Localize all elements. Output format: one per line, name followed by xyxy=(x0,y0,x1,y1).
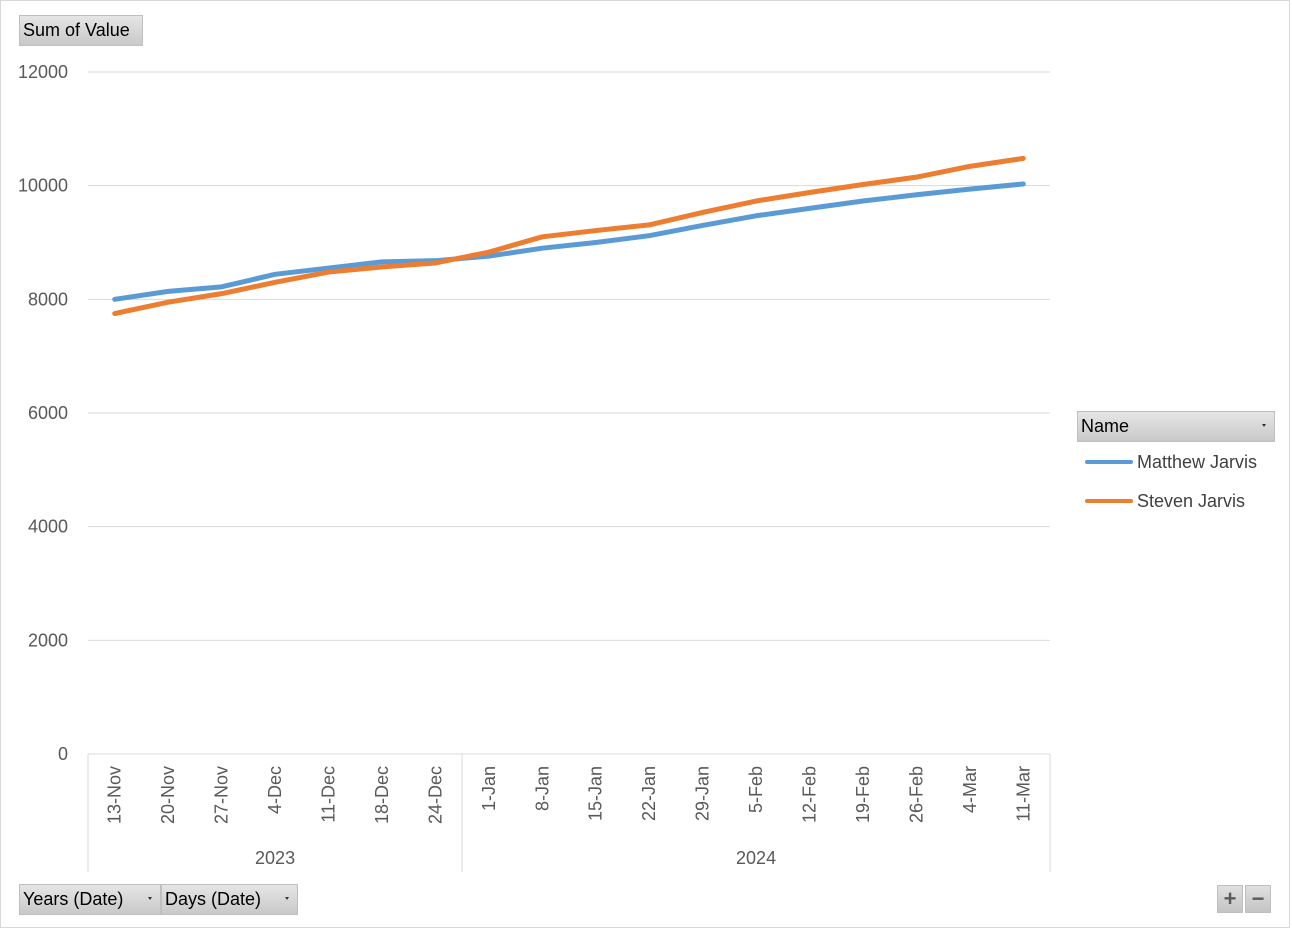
y-axis-ticks: 0 2000 4000 6000 8000 10000 12000 xyxy=(18,62,68,764)
plus-icon: + xyxy=(1223,886,1237,911)
legend-item-matthew-jarvis[interactable]: Matthew Jarvis xyxy=(1085,450,1257,474)
x-tick-label: 22-Jan xyxy=(639,766,659,821)
x-tick-label: 27-Nov xyxy=(212,766,232,824)
x-tick-label: 26-Feb xyxy=(906,766,926,823)
y-tick-label: 10000 xyxy=(18,176,68,196)
y-tick-label: 4000 xyxy=(28,517,68,537)
y-tick-label: 8000 xyxy=(28,289,68,309)
legend-swatch xyxy=(1085,499,1133,503)
x-tick-label: 11-Dec xyxy=(319,766,339,823)
legend-label: Steven Jarvis xyxy=(1137,490,1246,511)
x-tick-label: 19-Feb xyxy=(853,766,873,823)
y-tick-label: 2000 xyxy=(28,630,68,650)
dropdown-arrow-icon xyxy=(1262,424,1266,427)
legend-field-label: Name xyxy=(1081,416,1130,436)
x-tick-label: 5-Feb xyxy=(746,766,766,813)
days-date-label: Days (Date) xyxy=(165,889,262,909)
x-group-label: 2024 xyxy=(736,848,776,868)
gridlines xyxy=(88,71,1050,755)
x-tick-label: 24-Dec xyxy=(425,766,445,824)
x-tick-label: 1-Jan xyxy=(479,766,499,811)
legend-label: Matthew Jarvis xyxy=(1137,451,1258,472)
expand-field-button[interactable]: + xyxy=(1217,885,1243,913)
x-tick-label: 20-Nov xyxy=(158,766,178,824)
x-tick-label: 11-Mar xyxy=(1013,766,1033,822)
x-tick-label: 4-Mar xyxy=(960,766,980,813)
series-lines xyxy=(112,155,1026,317)
y-tick-label: 12000 xyxy=(18,62,68,82)
value-field-label: Sum of Value xyxy=(23,20,130,40)
y-tick-label: 0 xyxy=(58,744,68,764)
x-tick-label: 4-Dec xyxy=(265,766,285,814)
legend-field-button[interactable]: Name xyxy=(1077,411,1275,442)
x-tick-label: 12-Feb xyxy=(800,766,820,823)
x-tick-label: 18-Dec xyxy=(372,766,392,824)
x-tick-label: 29-Jan xyxy=(693,766,713,821)
years-date-field-button[interactable]: Years (Date) xyxy=(19,884,161,915)
days-date-field-button[interactable]: Days (Date) xyxy=(161,884,298,915)
years-date-label: Years (Date) xyxy=(23,889,124,909)
dropdown-arrow-icon xyxy=(148,897,152,900)
x-group-label: 2023 xyxy=(255,848,295,868)
series-line-steven-jarvis[interactable] xyxy=(112,155,1026,317)
x-axis: 13-Nov 20-Nov 27-Nov 4-Dec 11-Dec 18-Dec 24-De… xyxy=(87,754,1051,872)
legend-swatch xyxy=(1085,460,1133,464)
x-tick-label: 13-Nov xyxy=(105,766,125,824)
legend-item-steven-jarvis[interactable]: Steven Jarvis xyxy=(1085,489,1245,513)
dropdown-arrow-icon xyxy=(285,897,289,900)
x-tick-label: 8-Jan xyxy=(532,766,552,811)
minus-icon: − xyxy=(1251,886,1265,911)
series-line-matthew-jarvis[interactable] xyxy=(112,181,1026,302)
value-field-button[interactable]: Sum of Value xyxy=(19,15,143,46)
y-tick-label: 6000 xyxy=(28,403,68,423)
x-tick-label: 15-Jan xyxy=(586,766,606,821)
collapse-field-button[interactable]: − xyxy=(1245,885,1271,913)
